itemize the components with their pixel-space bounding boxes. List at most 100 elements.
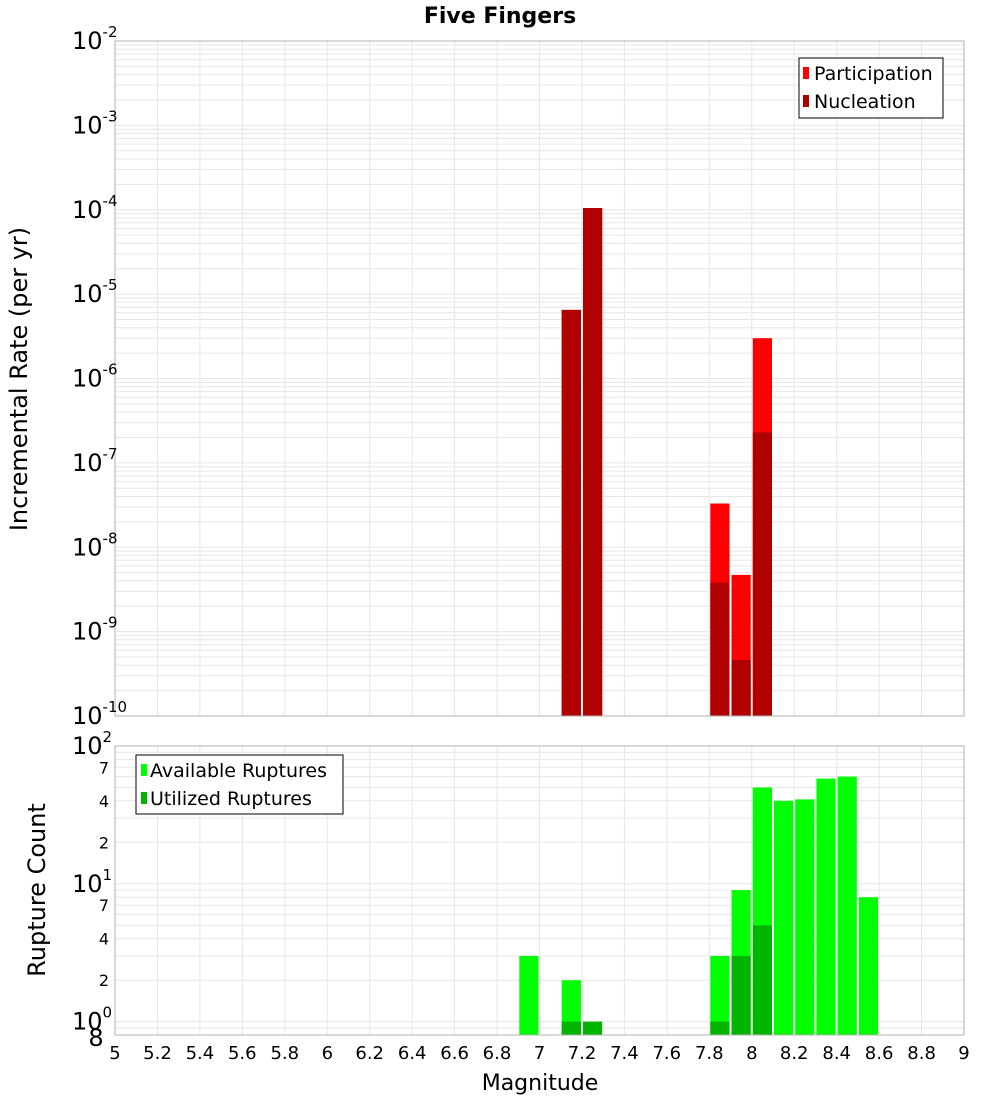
bottom-y-major-tick-label: 101: [72, 866, 112, 898]
x-axis-label: Magnitude: [482, 1071, 599, 1096]
top-y-tick-label: 10-2: [72, 23, 118, 55]
tick-exponent: -7: [103, 445, 118, 463]
nucleation-bar: [752, 432, 772, 716]
bottom-y-minor-tick-label: 2: [99, 971, 109, 990]
x-tick-label: 9: [958, 1043, 969, 1064]
utilized-ruptures-bar: [731, 955, 751, 1035]
legend-swatch-nucleation: [803, 95, 809, 107]
tick-exponent: -10: [103, 698, 128, 716]
x-tick-label: 7.2: [568, 1043, 597, 1064]
tick-base: 10: [72, 870, 103, 898]
x-tick-label: 7.6: [652, 1043, 681, 1064]
bottom-plot-frame: [114, 745, 965, 1036]
available-ruptures-bar: [858, 897, 879, 1035]
tick-exponent: -3: [103, 107, 118, 125]
x-tick-label: 5.2: [143, 1043, 172, 1064]
top-bars: [561, 208, 772, 716]
tick-exponent: 0: [103, 1004, 113, 1022]
available-ruptures-bar: [710, 955, 730, 1035]
legend-swatch-utilized: [141, 792, 147, 804]
bottom-y-minor-tick-label: 8: [88, 1024, 103, 1052]
tick-base: 10: [72, 702, 103, 730]
x-tick-label: 6.4: [398, 1043, 427, 1064]
tick-exponent: 2: [103, 728, 113, 746]
tick-exponent: 1: [103, 866, 113, 884]
tick-base: 10: [72, 732, 103, 760]
x-tick-label: 8.2: [780, 1043, 809, 1064]
legend-label-utilized: Utilized Ruptures: [150, 788, 312, 810]
tick-exponent: -6: [103, 361, 118, 379]
tick-base: 10: [72, 533, 103, 561]
bottom-y-minor-tick-label: 7: [99, 758, 109, 777]
utilized-ruptures-bar: [583, 1021, 603, 1035]
tick-base: 10: [72, 196, 103, 224]
bottom-bars: [519, 776, 879, 1035]
legend-swatch-available: [141, 764, 147, 776]
top-y-tick-label: 10-3: [72, 107, 118, 139]
available-ruptures-bar: [561, 980, 581, 1035]
bottom-y-minor-tick-label: 7: [99, 896, 109, 915]
available-ruptures-bar: [774, 800, 794, 1035]
top-y-tick-label: 10-6: [72, 361, 118, 393]
available-ruptures-bar: [795, 799, 815, 1035]
bottom-legend-box: [135, 754, 344, 815]
x-tick-label: 8: [746, 1043, 757, 1064]
tick-base: 10: [72, 365, 103, 393]
bottom-y-minor-tick-label: 2: [99, 833, 109, 852]
chart-title: Five Fingers: [424, 4, 576, 29]
x-tick-label: 6.8: [483, 1043, 512, 1064]
top-y-axis-label: Incremental Rate (per yr): [5, 227, 33, 531]
tick-base: 10: [72, 618, 103, 646]
bottom-y-minor-tick-label: 4: [99, 930, 109, 949]
bottom-y-axis-label: Rupture Count: [23, 803, 51, 977]
legend-swatch-participation: [803, 67, 809, 79]
tick-base: 10: [72, 449, 103, 477]
x-tick-label: 5.8: [270, 1043, 299, 1064]
legend-label-nucleation: Nucleation: [814, 91, 916, 113]
x-tick-label: 8.4: [822, 1043, 851, 1064]
x-tick-label: 5.4: [186, 1043, 215, 1064]
top-y-tick-label: 10-4: [72, 192, 118, 224]
utilized-ruptures-bar: [561, 1021, 581, 1035]
x-tick-label: 5: [109, 1043, 120, 1064]
utilized-ruptures-bar: [710, 1021, 730, 1035]
top-y-tick-label: 10-8: [72, 529, 118, 561]
tick-base: 10: [72, 1008, 103, 1036]
top-y-tick-label: 10-10: [72, 698, 127, 730]
legend-label-available: Available Ruptures: [150, 760, 327, 782]
tick-exponent: -4: [103, 192, 118, 210]
available-ruptures-bar: [837, 776, 857, 1035]
utilized-ruptures-bar: [752, 925, 772, 1035]
top-gridlines: [114, 41, 965, 717]
nucleation-bar: [583, 208, 603, 716]
bottom-y-major-tick-label: 100: [72, 1004, 112, 1036]
x-tick-label: 6.6: [440, 1043, 469, 1064]
bottom-y-minor-tick-label: 4: [99, 792, 109, 811]
x-tick-label: 7: [534, 1043, 545, 1064]
tick-base: 10: [72, 27, 103, 55]
x-tick-label: 8.6: [865, 1043, 894, 1064]
top-plot-frame: [114, 40, 965, 717]
x-tick-label: 6: [322, 1043, 333, 1064]
top-y-tick-label: 10-5: [72, 276, 118, 308]
nucleation-bar: [710, 582, 730, 716]
x-tick-label: 7.4: [610, 1043, 639, 1064]
x-tick-label: 8.8: [907, 1043, 936, 1064]
nucleation-bar: [561, 309, 581, 716]
tick-exponent: -2: [103, 23, 118, 41]
top-legend-box: [798, 57, 944, 119]
x-tick-label: 6.2: [355, 1043, 384, 1064]
top-y-tick-label: 10-9: [72, 614, 118, 646]
x-tick-label: 7.8: [695, 1043, 724, 1064]
tick-exponent: -5: [103, 276, 118, 294]
x-axis-ticks: 5 5.2 5.4 5.6 5.8 6 6.2 6.4 6.6 6.8 7 7.2 7.4 7.6 7.8 8…: [109, 1043, 969, 1064]
available-ruptures-bar: [519, 955, 539, 1035]
tick-base: 10: [72, 280, 103, 308]
top-legend: Participation Nucleation: [798, 57, 944, 119]
bottom-y-major-tick-label: 102: [72, 728, 112, 760]
